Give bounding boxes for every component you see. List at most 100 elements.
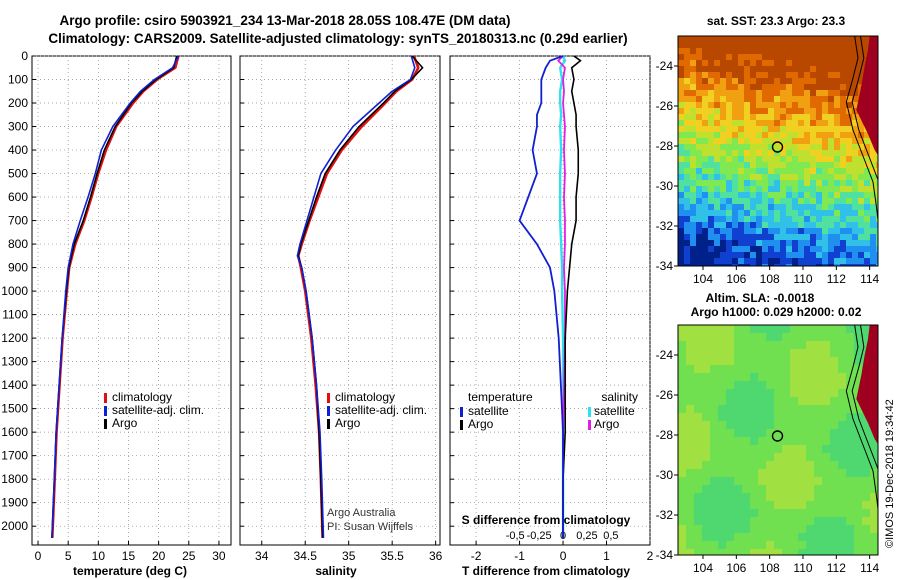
- map-cell: [846, 210, 852, 216]
- map-cell: [684, 36, 690, 42]
- map-cell: [864, 132, 870, 138]
- legend-swatch: [327, 393, 330, 403]
- x-tick-label: 25: [182, 549, 196, 563]
- map-cell: [710, 525, 718, 533]
- map-cell: [762, 180, 768, 186]
- map-cell: [714, 240, 720, 246]
- map-cell: [870, 525, 878, 533]
- x-tick-label: 5: [65, 549, 72, 563]
- map-image: [678, 325, 878, 555]
- map-cell: [822, 78, 828, 84]
- map-cell: [768, 126, 774, 132]
- map-cell: [678, 126, 684, 132]
- map-cell: [858, 72, 864, 78]
- map-cell: [710, 429, 718, 437]
- map-cell: [822, 204, 828, 210]
- map-cell: [828, 264, 834, 266]
- map-cell: [718, 525, 726, 533]
- map-cell: [804, 36, 810, 42]
- map-cell: [816, 42, 822, 48]
- map-cell: [762, 198, 768, 204]
- map-cell: [690, 258, 696, 264]
- map-cell: [792, 252, 798, 258]
- map-cell: [858, 48, 864, 54]
- map-cell: [742, 373, 750, 381]
- map-cell: [768, 54, 774, 60]
- map-cell: [762, 204, 768, 210]
- map-cell: [732, 126, 738, 132]
- map-cell: [786, 108, 792, 114]
- map-cell: [790, 541, 798, 549]
- map-cell: [804, 90, 810, 96]
- map-cell: [804, 54, 810, 60]
- map-cell: [780, 102, 786, 108]
- map-cell: [798, 48, 804, 54]
- map-cell: [766, 397, 774, 405]
- map-cell: [738, 264, 744, 266]
- map-cell: [750, 264, 756, 266]
- map-cell: [732, 48, 738, 54]
- map-cell: [804, 192, 810, 198]
- map-cell: [696, 204, 702, 210]
- map-cell: [696, 108, 702, 114]
- map-cell: [732, 186, 738, 192]
- map-cell: [738, 114, 744, 120]
- map-cell: [690, 144, 696, 150]
- map-cell: [734, 365, 742, 373]
- map-cell: [702, 413, 710, 421]
- map-cell: [678, 258, 684, 264]
- map-cell: [726, 333, 734, 341]
- map-cell: [838, 389, 846, 397]
- legend-label: satellite: [468, 404, 509, 418]
- map-cell: [726, 60, 732, 66]
- map-cell: [798, 42, 804, 48]
- map-cell: [840, 132, 846, 138]
- map-cell: [690, 126, 696, 132]
- map-cell: [694, 429, 702, 437]
- map-cell: [822, 445, 830, 453]
- map-cell: [678, 541, 686, 549]
- y-tick-label: -34: [656, 548, 674, 562]
- map-cell: [780, 54, 786, 60]
- map-cell: [798, 60, 804, 66]
- map-cell: [750, 493, 758, 501]
- map-cell: [718, 389, 726, 397]
- map-cell: [694, 397, 702, 405]
- map-cell: [766, 333, 774, 341]
- map-cell: [744, 186, 750, 192]
- map-cell: [702, 54, 708, 60]
- map-cell: [814, 549, 822, 555]
- map-cell: [852, 156, 858, 162]
- map-cell: [782, 509, 790, 517]
- map-cell: [816, 228, 822, 234]
- map-cell: [792, 48, 798, 54]
- map-cell: [828, 180, 834, 186]
- map-cell: [830, 525, 838, 533]
- map-cell: [822, 234, 828, 240]
- map-cell: [876, 228, 878, 234]
- map-cell: [822, 258, 828, 264]
- map-cell: [810, 42, 816, 48]
- map-cell: [816, 96, 822, 102]
- map-cell: [702, 48, 708, 54]
- map-cell: [816, 156, 822, 162]
- map-cell: [822, 413, 830, 421]
- map-cell: [858, 192, 864, 198]
- map-cell: [696, 162, 702, 168]
- map-cell: [678, 525, 686, 533]
- map-cell: [690, 246, 696, 252]
- map-cell: [686, 341, 694, 349]
- map-cell: [798, 138, 804, 144]
- map-cell: [710, 541, 718, 549]
- map-cell: [810, 36, 816, 42]
- map-cell: [828, 162, 834, 168]
- map-cell: [762, 54, 768, 60]
- map-cell: [768, 186, 774, 192]
- map-cell: [708, 180, 714, 186]
- map-cell: [798, 108, 804, 114]
- map-cell: [828, 42, 834, 48]
- map-cell: [710, 509, 718, 517]
- map-cell: [742, 413, 750, 421]
- map-cell: [792, 126, 798, 132]
- map-cell: [678, 477, 686, 485]
